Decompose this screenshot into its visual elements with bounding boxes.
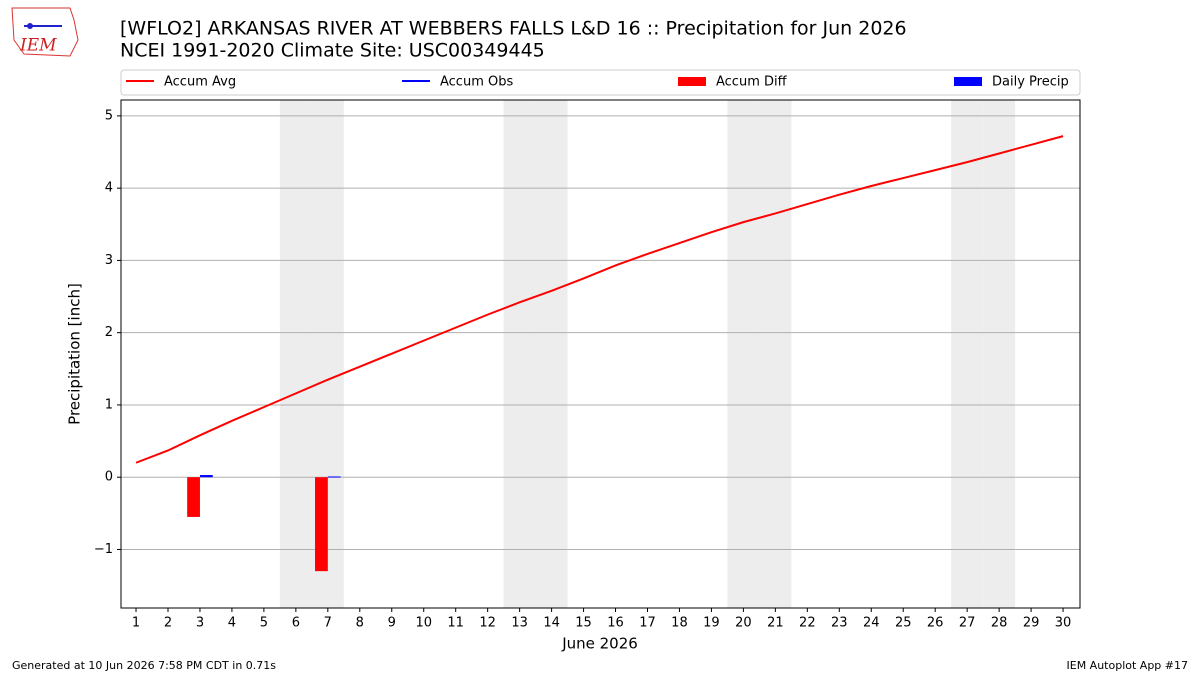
legend-swatch [678, 77, 706, 86]
logo: IEM [11, 7, 79, 57]
legend-label: Accum Diff [716, 75, 788, 90]
y-tick-label: 5 [105, 108, 113, 123]
x-tick-label: 28 [991, 616, 1008, 631]
weekend-shade [951, 100, 984, 608]
x-tick-label: 17 [639, 616, 656, 631]
y-tick-label: 0 [105, 470, 113, 485]
x-tick-label: 14 [543, 616, 560, 631]
x-tick-label: 20 [735, 616, 752, 631]
x-tick-label: 3 [196, 616, 204, 631]
legend-label: Accum Obs [440, 75, 513, 90]
footer-right: IEM Autoplot App #17 [1067, 659, 1189, 672]
x-tick-label: 24 [863, 616, 880, 631]
x-tick-label: 1 [132, 616, 140, 631]
y-tick-label: 1 [105, 397, 113, 412]
chart-title: [WFLO2] ARKANSAS RIVER AT WEBBERS FALLS … [120, 18, 907, 40]
x-tick-label: 19 [703, 616, 720, 631]
weekend-shade [983, 100, 1016, 608]
bar [199, 475, 213, 478]
x-tick-label: 5 [260, 616, 268, 631]
x-tick-label: 2 [164, 616, 172, 631]
x-tick-label: 16 [607, 616, 624, 631]
footer-left: Generated at 10 Jun 2026 7:58 PM CDT in … [12, 659, 276, 672]
legend-swatch [954, 77, 982, 86]
x-tick-label: 6 [292, 616, 300, 631]
x-tick-label: 18 [671, 616, 688, 631]
legend-label: Daily Precip [992, 75, 1069, 90]
x-tick-label: 15 [575, 616, 592, 631]
x-tick-label: 10 [415, 616, 432, 631]
bar [315, 477, 328, 572]
x-tick-label: 22 [799, 616, 816, 631]
y-tick-label: −1 [94, 542, 113, 557]
x-tick-label: 25 [895, 616, 912, 631]
weekend-shade [279, 100, 312, 608]
y-axis-label: Precipitation [inch] [66, 283, 84, 425]
y-tick-label: 3 [105, 253, 113, 268]
x-tick-label: 30 [1055, 616, 1072, 631]
legend [120, 69, 1081, 96]
x-axis-label: June 2026 [561, 635, 638, 653]
x-tick-label: 4 [228, 616, 236, 631]
x-tick-label: 21 [767, 616, 784, 631]
bar [327, 476, 341, 478]
x-tick-label: 9 [388, 616, 396, 631]
logo-text: IEM [19, 36, 57, 56]
x-tick-label: 29 [1023, 616, 1040, 631]
chart-subtitle: NCEI 1991-2020 Climate Site: USC00349445 [120, 40, 545, 62]
weekend-shade [503, 100, 536, 608]
bar [187, 477, 200, 517]
x-tick-label: 11 [447, 616, 464, 631]
x-tick-label: 27 [959, 616, 976, 631]
x-tick-label: 8 [356, 616, 364, 631]
y-tick-label: 2 [105, 325, 113, 340]
x-tick-label: 13 [511, 616, 528, 631]
x-tick-label: 23 [831, 616, 848, 631]
weekend-shade [759, 100, 792, 608]
weekend-shade [727, 100, 760, 608]
series-line [135, 135, 1064, 464]
legend-label: Accum Avg [164, 75, 236, 90]
x-tick-label: 12 [479, 616, 496, 631]
x-tick-label: 26 [927, 616, 944, 631]
plot-frame [120, 99, 1081, 609]
y-tick-label: 4 [105, 181, 113, 196]
x-tick-label: 7 [324, 616, 332, 631]
weekend-shade [535, 100, 568, 608]
